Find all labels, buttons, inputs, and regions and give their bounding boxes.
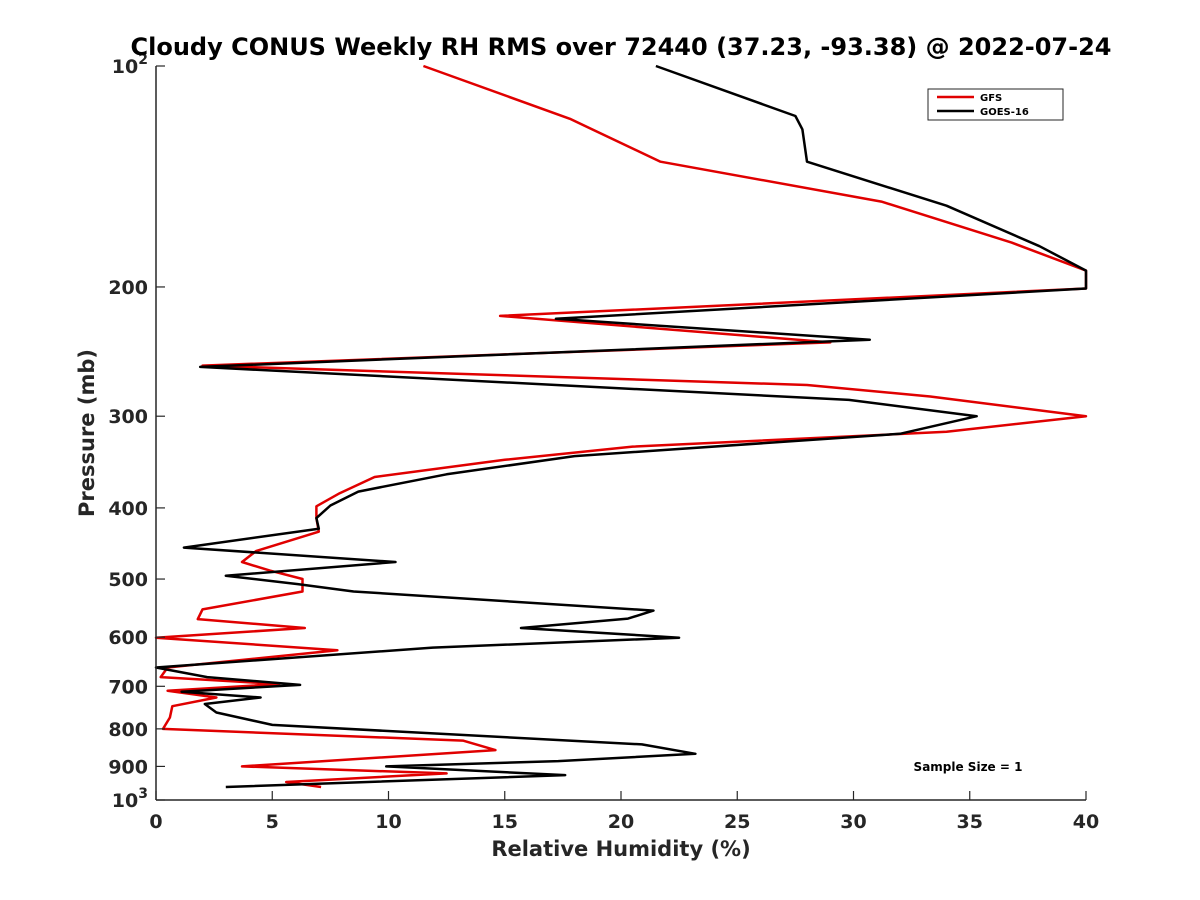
y-tick-label: 700 [108,676,148,698]
chart-title: Cloudy CONUS Weekly RH RMS over 72440 (3… [131,33,1112,61]
legend-box [927,88,1064,121]
x-tick-label: 25 [724,811,750,833]
x-axis-label: Relative Humidity (%) [491,837,750,861]
y-tick-label: 400 [108,498,148,520]
x-tick-label: 20 [608,811,634,833]
y-tick-label: 102 [112,52,148,78]
series-layer [154,64,1088,789]
x-axis-ticks: 0 5 10 15 20 25 30 35 40 [149,791,1099,833]
y-tick-label: 600 [108,627,148,649]
series-line-gfs [154,64,1088,789]
y-axis-ticks: 102 200 300 400 500 600 700 800 900 103 [108,52,165,812]
y-tick-label: 200 [108,277,148,299]
x-tick-label: 30 [840,811,866,833]
y-tick-label: 800 [108,719,148,741]
y-tick-label: 103 [112,786,148,812]
y-tick-label: 300 [108,406,148,428]
y-axis-label: Pressure (mb) [75,349,99,517]
x-tick-label: 35 [957,811,983,833]
sample-size-annotation: Sample Size = 1 [914,760,1023,774]
x-tick-label: 0 [149,811,162,833]
x-tick-label: 5 [266,811,279,833]
x-tick-label: 15 [492,811,518,833]
series-line-goes16 [154,64,1088,789]
x-tick-label: 40 [1073,811,1099,833]
legend-label-gfs: GFS [980,93,1002,104]
y-tick-label: 500 [108,569,148,591]
legend-label-goes16: GOES-16 [980,107,1029,118]
y-tick-label: 900 [108,756,148,778]
x-tick-label: 10 [375,811,401,833]
legend: GFS GOES-16 [927,88,1064,121]
